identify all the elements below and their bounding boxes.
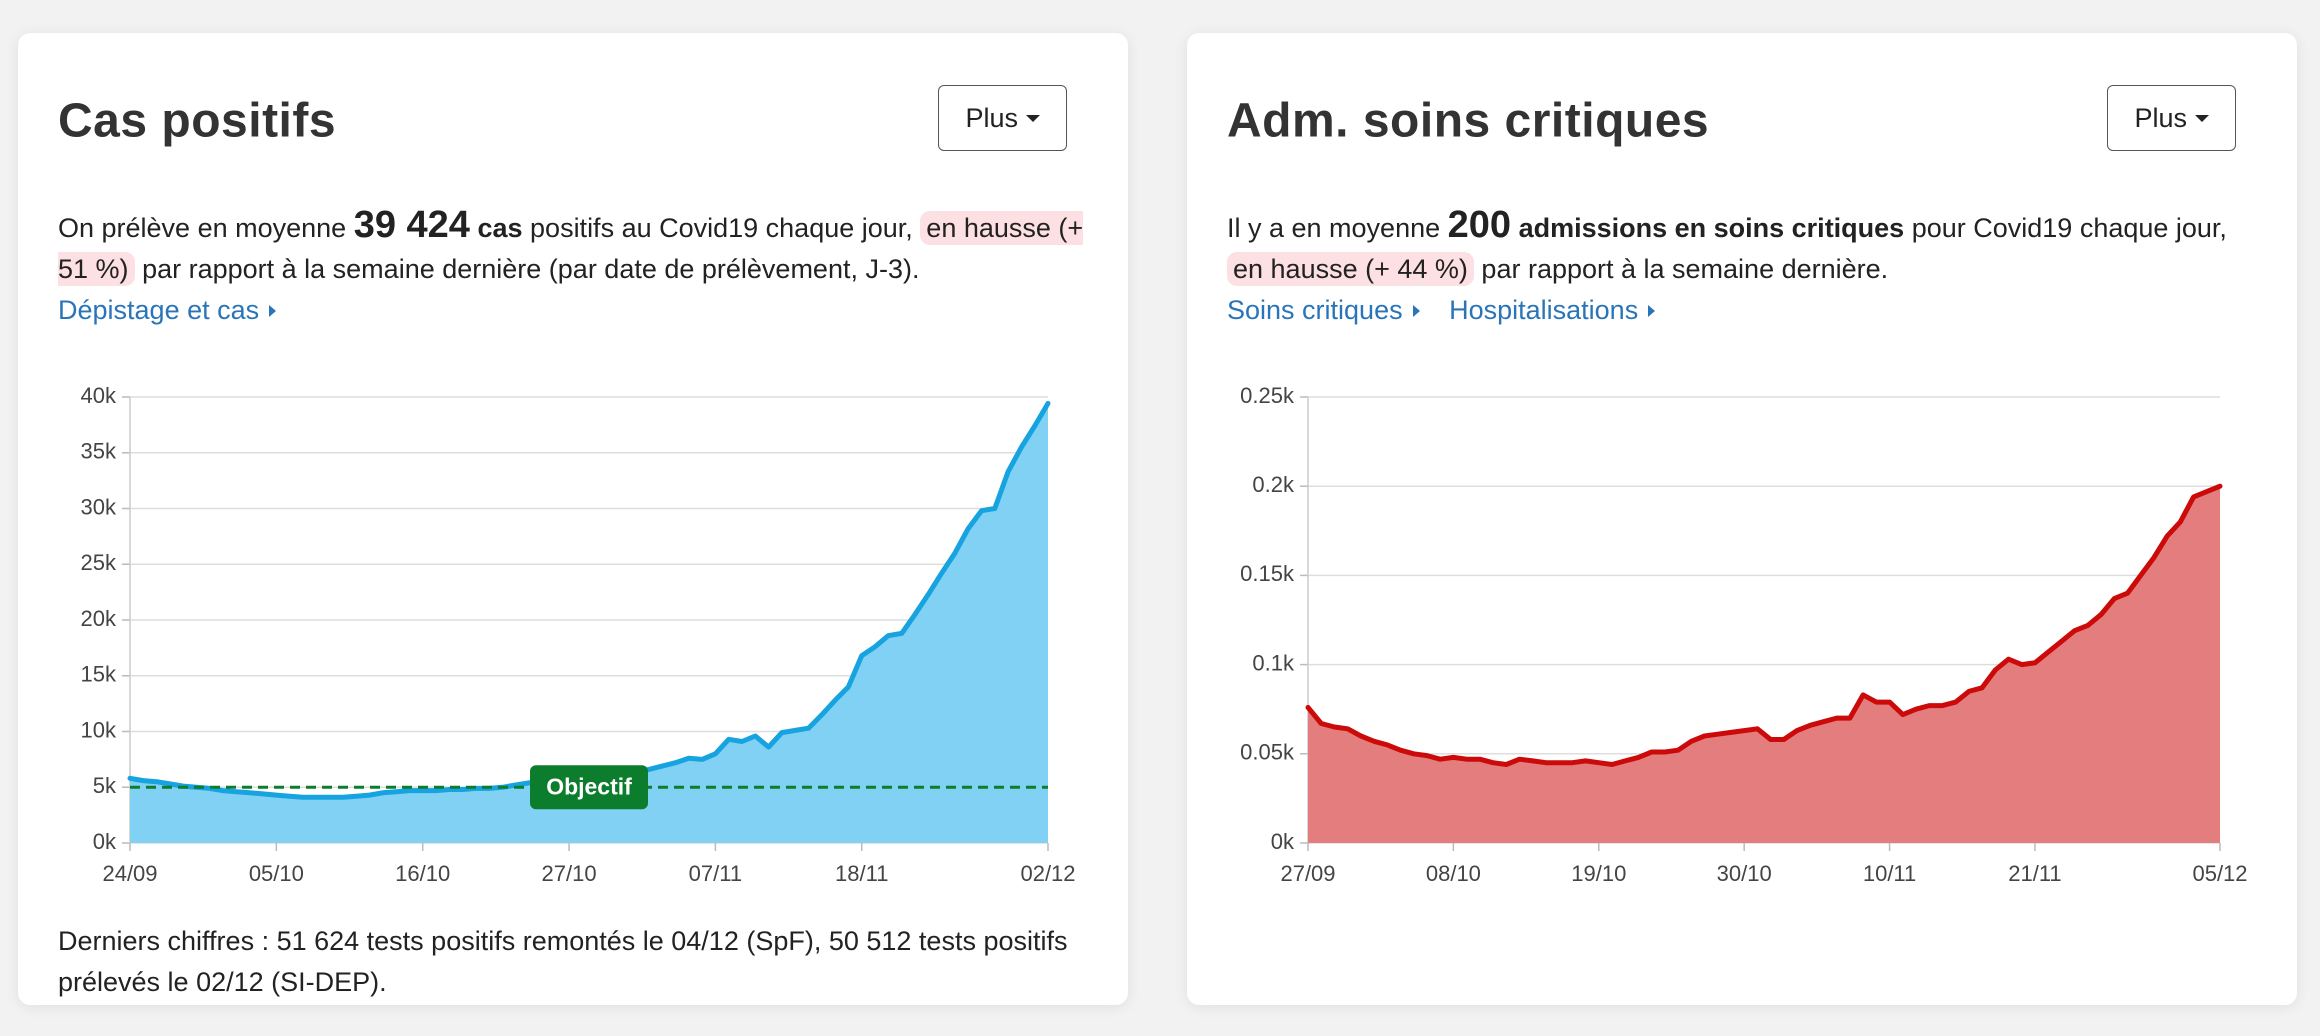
card-title: Adm. soins critiques [1227, 94, 1710, 148]
link-text: Hospitalisations [1449, 295, 1639, 325]
link[interactable]: Soins critiques [1227, 295, 1420, 325]
button-label: Plus [2134, 102, 2187, 133]
link-text: Soins critiques [1227, 295, 1403, 325]
area [130, 403, 1048, 843]
y-tick-label: 15k [81, 662, 117, 687]
text: par rapport à la semaine dernière. [1481, 254, 1889, 284]
key-figure: 39 424 [353, 204, 470, 246]
text: positifs au Covid19 chaque jour, [530, 213, 913, 243]
caret [1648, 305, 1656, 317]
text: par rapport à la semaine dernière (par d… [142, 254, 920, 284]
reference-badge: Objectif [530, 765, 648, 810]
card: Adm. soins critiques Plus Il y a en moye… [1187, 33, 2297, 1005]
more-button[interactable]: Plus [2107, 85, 2236, 151]
text: Il y a en moyenne [1227, 213, 1441, 243]
text: cas [477, 213, 523, 243]
card: Cas positifs Plus On prélève en moyenne … [18, 33, 1128, 1005]
y-tick-label: 35k [81, 439, 117, 464]
text: pour Covid19 chaque jour, [1911, 213, 2227, 243]
x-tick-label: 18/11 [835, 861, 888, 886]
link[interactable]: Hospitalisations [1449, 295, 1656, 325]
x-tick-label: 21/11 [2008, 861, 2061, 886]
y-tick-label: 20k [81, 606, 117, 631]
x-tick-label: 05/12 [2192, 861, 2247, 886]
x-tick-label: 27/10 [542, 861, 597, 886]
reference-label: Objectif [546, 773, 632, 799]
x-tick-label: 10/11 [1863, 861, 1916, 886]
caret [269, 305, 277, 317]
y-tick-label: 40k [81, 383, 117, 408]
summary: On prélève en moyenne 39 424 cas positif… [58, 205, 1088, 331]
x-tick-label: 16/10 [395, 861, 450, 886]
y-tick-label: 10k [81, 717, 117, 742]
x-tick-label: 27/09 [1280, 861, 1335, 886]
y-tick-label: 0k [1271, 829, 1295, 854]
caret [1026, 114, 1040, 122]
y-tick-label: 0.1k [1252, 650, 1295, 675]
y-tick-label: 5k [93, 773, 117, 798]
y-tick-label: 0.15k [1240, 561, 1295, 586]
more-button[interactable]: Plus [938, 85, 1067, 151]
x-tick-label: 30/10 [1717, 861, 1772, 886]
caret [2195, 114, 2209, 122]
area [1308, 486, 2220, 843]
chart: 0k 0.05k 0.1k 0.15k 0.2k 0.25k 27/09 08/10 19/10… [1240, 383, 2247, 886]
text: admissions en soins critiques [1518, 213, 1905, 243]
summary: Il y a en moyenne 200 admissions en soin… [1227, 205, 2257, 331]
x-tick-label: 19/10 [1571, 861, 1626, 886]
y-tick-label: 0.05k [1240, 740, 1295, 765]
x-tick-label: 02/12 [1020, 861, 1075, 886]
key-figure: 200 [1447, 204, 1512, 246]
footer-note: Derniers chiffres : 51 624 tests positif… [58, 926, 1068, 997]
x-tick-label: 24/09 [102, 861, 157, 886]
chart: 0k 5k 10k 15k 20k 25k 30k 35k 40k 24/09 05/10 16/10… [81, 383, 1076, 886]
y-tick-label: 0.2k [1252, 472, 1295, 497]
card-title: Cas positifs [58, 94, 337, 148]
button-label: Plus [965, 102, 1018, 133]
y-tick-label: 30k [81, 494, 117, 519]
text: On prélève en moyenne [58, 213, 347, 243]
badge-bg [530, 765, 648, 810]
caret [1412, 305, 1420, 317]
link[interactable]: Dépistage et cas [58, 295, 277, 325]
x-tick-label: 08/10 [1426, 861, 1481, 886]
link-text: Dépistage et cas [58, 295, 260, 325]
y-tick-label: 25k [81, 550, 117, 575]
x-tick-label: 07/11 [689, 861, 742, 886]
y-tick-label: 0k [93, 829, 117, 854]
line [1305, 483, 2223, 767]
x-tick-label: 05/10 [249, 861, 304, 886]
trend: en hausse (+ 44 %) [1227, 252, 1474, 286]
y-tick-label: 0.25k [1240, 383, 1295, 408]
